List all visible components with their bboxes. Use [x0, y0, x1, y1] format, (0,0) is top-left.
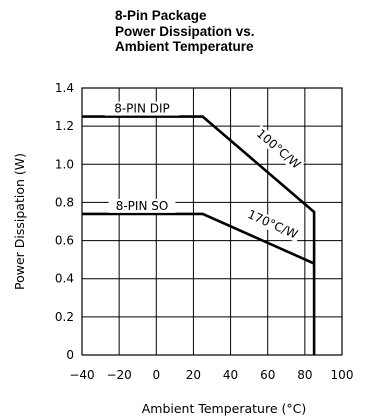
x-tick-label-0: −40 [69, 368, 94, 382]
tick-labels: −40 −20 0 20 40 60 80 100 0 0.2 0.4 0.6 0.8 1.0 1.2 1.4 [55, 81, 354, 382]
chart-title-line-2: Power Dissipation vs. [115, 23, 255, 39]
plot-frame [81, 87, 343, 356]
x-tick-label-6: 80 [297, 368, 312, 382]
y-tick-label-7: 1.4 [55, 81, 74, 95]
y-axis-label: Power Dissipation (W) [12, 153, 27, 290]
so-slope-label-bg [243, 206, 302, 243]
y-tick-label-2: 0.4 [55, 272, 74, 286]
series-line-dip [82, 115, 316, 355]
so-label-bg [108, 198, 176, 213]
y-tick-label-5: 1.0 [55, 157, 74, 171]
x-tick-label-7: 100 [331, 368, 354, 382]
y-tick-label-1: 0.2 [55, 310, 74, 324]
x-tick-label-3: 20 [186, 368, 201, 382]
dip-label: 8-PIN DIP [114, 102, 170, 116]
dip-slope-label-bg [252, 124, 306, 174]
grid [81, 87, 343, 356]
y-tick-label-6: 1.2 [55, 119, 74, 133]
y-tick-label-0: 0 [66, 348, 74, 362]
x-tick-label-4: 40 [223, 368, 238, 382]
chart-title-line-1: 8-Pin Package [115, 8, 207, 23]
so-label: 8-PIN SO [116, 199, 169, 213]
y-tick-label-3: 0.6 [55, 234, 74, 248]
x-axis-label: Ambient Temperature (°C) [142, 401, 307, 416]
x-tick-label-2: 0 [152, 368, 160, 382]
x-tick-label-1: −20 [106, 368, 131, 382]
x-tick-label-5: 60 [260, 368, 275, 382]
series-line-so [82, 212, 315, 265]
chart-title: 8-Pin Package Power Dissipation vs. Ambi… [115, 8, 255, 55]
dip-label-bg [104, 101, 180, 116]
y-tick-label-4: 0.8 [55, 195, 74, 209]
dip-slope-label: 100°C/W [254, 126, 304, 171]
plot-border [81, 87, 343, 356]
chart-title-line-3: Ambient Temperature [115, 39, 254, 54]
series-layer [82, 115, 316, 355]
